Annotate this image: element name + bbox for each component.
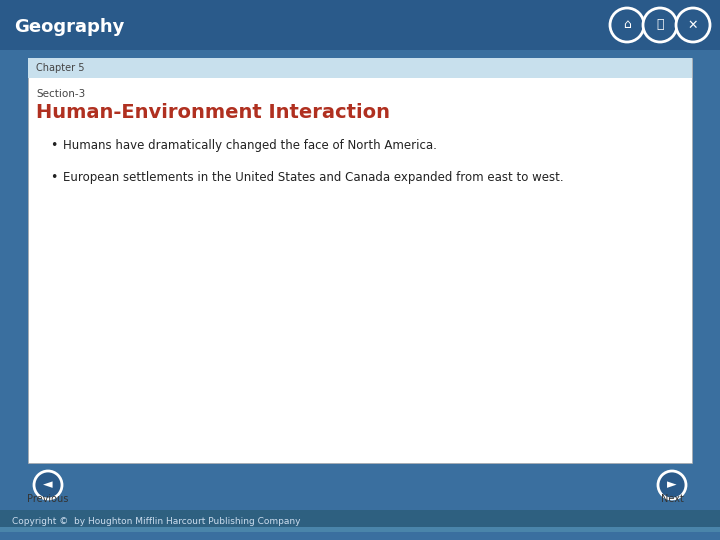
Bar	[0, 510, 720, 532]
Text: Chapter 5: Chapter 5	[36, 63, 84, 73]
Text: ⎙: ⎙	[656, 18, 664, 31]
Bar	[28, 58, 692, 463]
Text: Previous: Previous	[27, 494, 68, 504]
Text: ◄: ◄	[43, 478, 53, 491]
Text: •: •	[50, 172, 58, 185]
Text: Next: Next	[660, 494, 683, 504]
Text: Copyright ©  by Houghton Mifflin Harcourt Publishing Company: Copyright © by Houghton Mifflin Harcourt…	[12, 516, 300, 525]
Circle shape	[676, 8, 710, 42]
Bar	[28, 58, 692, 78]
Circle shape	[34, 471, 62, 499]
Text: •: •	[50, 139, 58, 152]
Text: ►: ►	[667, 478, 677, 491]
Text: ✕: ✕	[688, 18, 698, 31]
Text: Geography: Geography	[14, 18, 125, 36]
Bar	[0, 0, 720, 50]
Text: ⌂: ⌂	[623, 18, 631, 31]
Text: European settlements in the United States and Canada expanded from east to west.: European settlements in the United State…	[63, 172, 564, 185]
Text: Section-3: Section-3	[36, 89, 85, 99]
Circle shape	[610, 8, 644, 42]
Circle shape	[658, 471, 686, 499]
Bar	[0, 527, 720, 532]
Text: Human-Environment Interaction: Human-Environment Interaction	[36, 103, 390, 122]
Text: Humans have dramatically changed the face of North America.: Humans have dramatically changed the fac…	[63, 139, 437, 152]
Circle shape	[643, 8, 677, 42]
